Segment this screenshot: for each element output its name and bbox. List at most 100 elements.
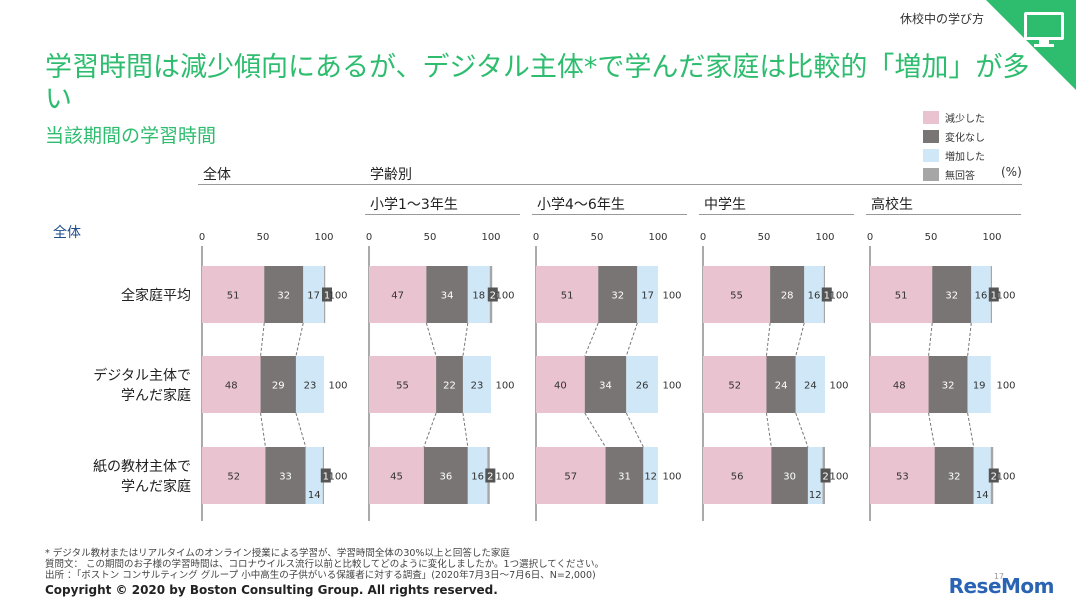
legend-swatch-decrease [923, 111, 939, 124]
no-answer-badge [988, 468, 999, 483]
bar-increase [637, 266, 658, 323]
data-label: 32 [948, 472, 961, 483]
legend-item-increase: 増加した [923, 148, 985, 163]
data-label: 28 [781, 291, 794, 302]
data-label: 51 [227, 291, 240, 302]
total-label: 100 [829, 291, 848, 302]
tick-label: 0 [366, 232, 372, 243]
data-label: 48 [893, 381, 906, 392]
bar-increase [973, 447, 991, 504]
connector-line [462, 412, 469, 448]
bar-same [934, 447, 974, 504]
total-label: 100 [495, 291, 514, 302]
total-label: 100 [328, 291, 347, 302]
section-tag: 休校中の学び方 [899, 12, 984, 26]
data-label: 2 [822, 472, 828, 483]
data-label: 33 [279, 472, 292, 483]
data-label: 29 [272, 381, 285, 392]
tick-label: 50 [424, 232, 437, 243]
bar-increase [626, 356, 658, 413]
slide-subtitle: 当該期間の学習時間 [45, 125, 217, 147]
bar-increase [971, 266, 991, 323]
footnote: 質問文： この期間のお子様の学習時間は、コロナウイルス流行以前と比較してどのよう… [45, 559, 605, 570]
data-label: 32 [942, 381, 955, 392]
tick-label: 0 [867, 232, 873, 243]
bar-same [928, 356, 968, 413]
legend-label: 増加した [945, 152, 985, 163]
resemom-logo: ReseMom [948, 574, 1055, 598]
legend-swatch-same [923, 130, 939, 143]
total-label: 100 [996, 472, 1015, 483]
bar-increase [467, 266, 490, 323]
data-label: 31 [618, 472, 631, 483]
legend-swatch-no-answer [923, 168, 939, 181]
data-label: 2 [487, 472, 493, 483]
tick-label: 100 [481, 232, 500, 243]
bar-same [766, 356, 796, 413]
unit-label: (%) [1001, 165, 1022, 179]
data-label: 40 [554, 381, 567, 392]
connector-line [795, 412, 809, 448]
bar-decrease [369, 447, 424, 504]
data-label: 18 [472, 291, 485, 302]
panel-rule [866, 214, 1021, 215]
section-overall: 全体 [203, 167, 231, 183]
total-label: 100 [662, 291, 681, 302]
bar-decrease [536, 447, 606, 504]
total-label: 100 [829, 472, 848, 483]
data-label: 24 [804, 381, 817, 392]
panel-rule [699, 214, 854, 215]
no-answer-badge [988, 287, 999, 302]
total-label: 100 [495, 472, 514, 483]
connector-line [425, 322, 437, 357]
bar-increase [303, 266, 324, 323]
data-label: 17 [307, 291, 320, 302]
total-label: 100 [996, 291, 1015, 302]
tick-label: 100 [314, 232, 333, 243]
data-label: 16 [471, 472, 484, 483]
data-label: 14 [308, 490, 321, 501]
data-label: 48 [225, 381, 238, 392]
bar-decrease [202, 266, 265, 323]
data-label: 55 [396, 381, 409, 392]
bar-increase [305, 447, 323, 504]
bar-decrease [369, 356, 437, 413]
data-label: 14 [976, 490, 989, 501]
data-label: 52 [227, 472, 240, 483]
section-by-grade: 学齢別 [370, 167, 412, 183]
data-label: 19 [973, 381, 986, 392]
bar-same [771, 447, 808, 504]
connector-line [795, 322, 805, 357]
data-label: 23 [471, 381, 484, 392]
bar-decrease [703, 356, 767, 413]
panel-title: 小学4～6年生 [537, 197, 625, 213]
data-label: 16 [808, 291, 821, 302]
data-label: 26 [636, 381, 649, 392]
bar-increase [643, 447, 658, 504]
legend-item-no-answer: 無回答 [923, 167, 975, 182]
data-label: 1 [324, 291, 330, 302]
total-label: 100 [662, 472, 681, 483]
connector-line [295, 412, 307, 448]
data-label: 32 [611, 291, 624, 302]
total-label: 100 [328, 472, 347, 483]
bar-same [598, 266, 638, 323]
legend-label: 減少した [945, 114, 985, 125]
connector-line [765, 412, 772, 448]
footnotes: * デジタル教材またはリアルタイムのオンライン授業による学習が、学習時間全体の3… [45, 548, 604, 581]
tick-label: 100 [648, 232, 667, 243]
bar-same [423, 447, 468, 504]
bar-decrease [369, 266, 427, 323]
panel-title: 高校生 [871, 197, 913, 213]
bar-decrease [202, 447, 266, 504]
data-label: 57 [564, 472, 577, 483]
data-label: 45 [390, 472, 403, 483]
header-rule [198, 184, 1022, 185]
row-label-all-households: 全家庭平均 [121, 288, 191, 304]
data-label: 34 [441, 291, 454, 302]
data-label: 2 [991, 472, 997, 483]
connector-line [423, 412, 437, 448]
connector-line [967, 322, 972, 357]
bar-decrease [536, 356, 585, 413]
